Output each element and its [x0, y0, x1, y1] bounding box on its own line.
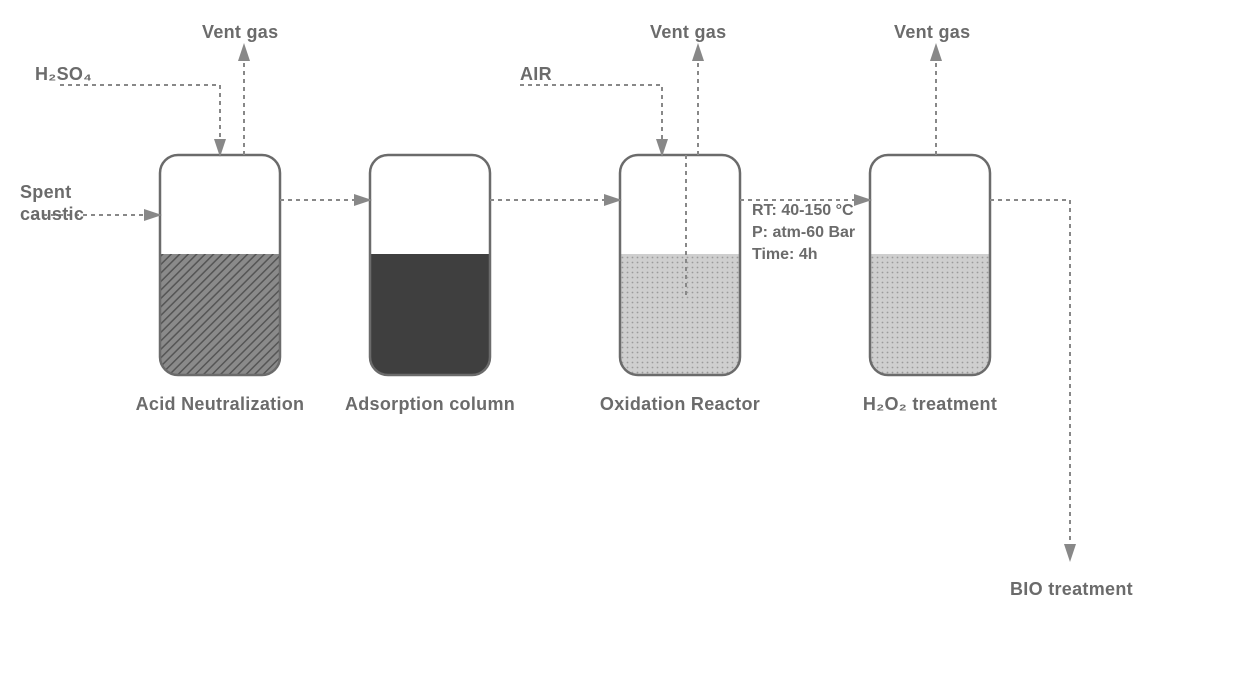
vessel-liquid [870, 254, 990, 375]
label-p: P: atm-60 Bar [752, 224, 855, 241]
label-vent-a: Vent gas [202, 22, 278, 42]
label-h2so4: H₂SO₄ [35, 64, 92, 84]
flow-air [520, 85, 662, 155]
label-spent2: caustic [20, 204, 84, 224]
vessel-label-h2o2: H₂O₂ treatment [863, 394, 997, 414]
label-vent-c: Vent gas [650, 22, 726, 42]
vessel-liquid [620, 254, 740, 375]
label-spent1: Spent [20, 182, 72, 202]
vessel-ads: Adsorption column [345, 155, 515, 414]
vessel-liquid [160, 254, 280, 375]
flow-d-bio [990, 200, 1070, 560]
label-vent-d: Vent gas [894, 22, 970, 42]
vessel-oxid: Oxidation Reactor [600, 155, 760, 414]
vessel-acid: Acid Neutralization [136, 155, 305, 414]
vessel-label-acid: Acid Neutralization [136, 394, 305, 414]
label-time: Time: 4h [752, 246, 818, 263]
label-bio: BIO treatment [1010, 579, 1133, 599]
vessel-label-oxid: Oxidation Reactor [600, 394, 760, 414]
label-air: AIR [520, 64, 552, 84]
label-rt: RT: 40-150 °C [752, 202, 854, 219]
vessel-liquid [370, 254, 490, 375]
vessel-h2o2: H₂O₂ treatment [863, 155, 997, 414]
vessel-label-ads: Adsorption column [345, 394, 515, 414]
flow-h2so4 [60, 85, 220, 155]
process-flow-diagram: Acid Neutralization Adsorption column Oxid… [0, 0, 1240, 676]
